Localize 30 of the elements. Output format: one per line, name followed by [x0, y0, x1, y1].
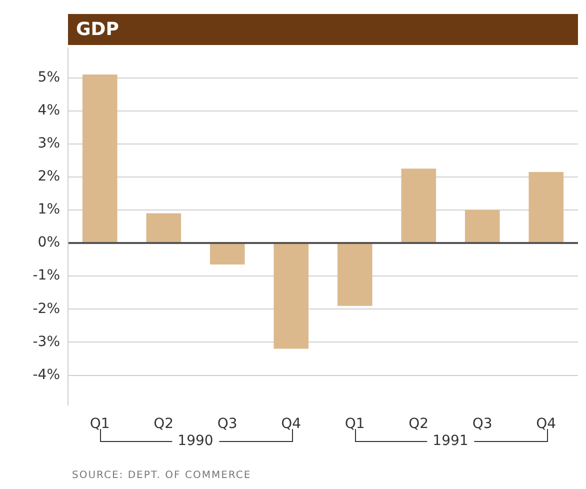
source-note: SOURCE: DEPT. OF COMMERCE	[72, 470, 252, 481]
bar	[82, 74, 118, 242]
x-tick-label: Q1	[90, 416, 110, 432]
text: 1991	[426, 433, 474, 449]
bar	[274, 244, 309, 349]
bar	[528, 172, 564, 242]
x-tick-label: Q3	[217, 416, 238, 432]
x-tick-label: Q2	[154, 416, 174, 432]
y-tick-label: 4%	[38, 102, 60, 118]
x-tick-label: Q2	[408, 416, 429, 432]
bar	[146, 213, 182, 242]
x-tick-label: Q1	[344, 416, 365, 432]
bar	[401, 168, 436, 242]
text: 1990	[172, 433, 220, 449]
bar	[337, 244, 372, 306]
y-tick-label: 3%	[38, 136, 60, 152]
y-tick-label: 2%	[38, 168, 60, 185]
y-tick-label: -4%	[32, 366, 60, 383]
bar	[464, 210, 500, 242]
x-tick-label: Q4	[536, 416, 556, 432]
x-tick-label: Q3	[472, 416, 492, 432]
y-tick-label: 1%	[38, 202, 60, 218]
y-tick-label: -3%	[32, 334, 60, 350]
y-tick-label: 5%	[38, 69, 60, 86]
y-tick-label: -1%	[32, 268, 60, 284]
chart-title: GDP	[68, 14, 578, 45]
y-tick-label: -2%	[32, 300, 60, 317]
bar	[210, 244, 245, 265]
y-tick-label: 0%	[38, 234, 60, 251]
x-tick-label: Q4	[281, 416, 302, 432]
